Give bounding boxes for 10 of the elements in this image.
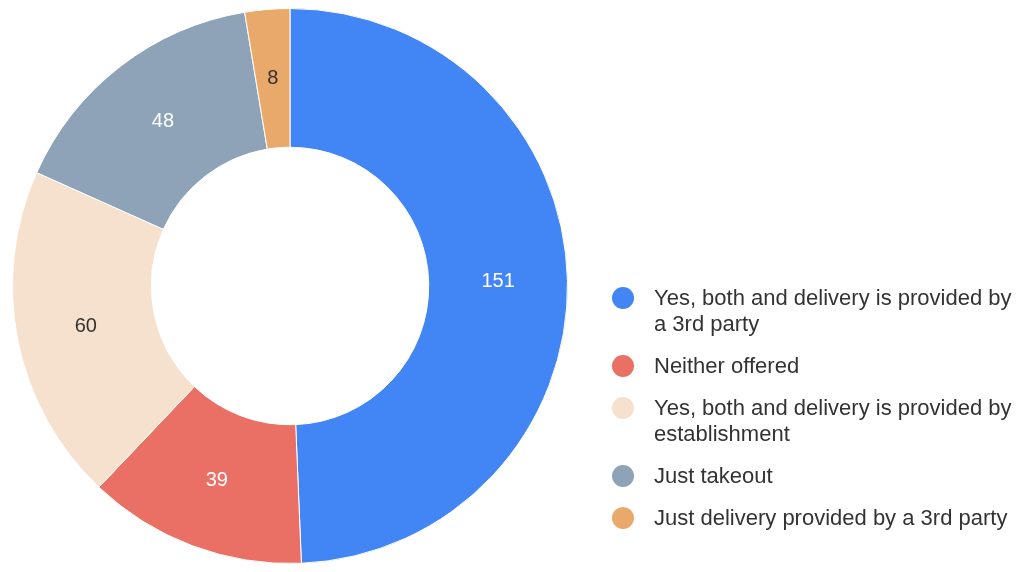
data-label: 48: [151, 108, 174, 131]
legend-label: Just delivery provided by a 3rd party: [654, 505, 1008, 531]
data-label: 151: [481, 269, 515, 292]
data-label: 8: [267, 66, 279, 89]
data-label: 60: [74, 313, 97, 336]
legend-label: Yes, both and delivery is provided by establishment: [654, 395, 1013, 447]
data-label: 39: [205, 468, 228, 491]
legend-label: Neither offered: [654, 353, 800, 379]
legend-label: Yes, both and delivery is provided by a 3rd party: [654, 285, 1013, 337]
legend-label: Just takeout: [654, 463, 773, 489]
